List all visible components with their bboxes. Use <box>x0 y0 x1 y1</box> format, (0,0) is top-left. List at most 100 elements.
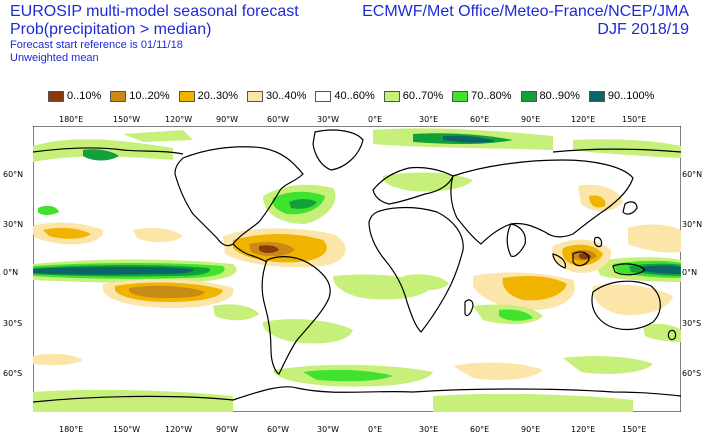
lon-label-bottom: 90°W <box>216 425 239 434</box>
lon-label-top: 150°W <box>113 115 141 124</box>
coastlines <box>33 129 681 403</box>
lon-label-top: 90°W <box>216 115 239 124</box>
coast-europe <box>372 166 454 205</box>
coast-north-america <box>174 146 304 247</box>
legend-item: 40..60% <box>315 90 375 102</box>
fill-region <box>33 389 233 412</box>
coast-africa <box>368 206 464 333</box>
fill-region <box>129 285 205 298</box>
lat-label-left: 60°S <box>3 369 23 378</box>
legend-label: 90..100% <box>607 90 655 102</box>
header-left: EUROSIP multi-model seasonal forecast Pr… <box>10 3 299 65</box>
legend-item: 80..90% <box>520 90 580 102</box>
lon-label-top: 90°E <box>521 115 541 124</box>
fill-region <box>403 274 449 291</box>
legend-label: 70..80% <box>471 90 512 102</box>
lat-label-left: 60°N <box>3 170 24 179</box>
fill-region <box>433 393 633 412</box>
lon-label-bottom: 90°E <box>521 425 541 434</box>
fill-region <box>641 265 681 274</box>
lat-label-right: 30°S <box>682 319 702 328</box>
coast-philippines <box>593 236 603 248</box>
legend-swatch <box>315 90 332 102</box>
fill-region <box>303 369 393 382</box>
lat-label-left: 30°S <box>3 319 23 328</box>
lat-label-right: 60°N <box>682 170 703 179</box>
coast-antarctica <box>33 386 681 403</box>
legend-label: 20..30% <box>197 90 238 102</box>
lon-label-bottom: 120°E <box>571 425 596 434</box>
fill-region <box>563 356 653 374</box>
season: DJF 2018/19 <box>597 21 689 38</box>
fill-region <box>589 195 606 208</box>
coast-arctic <box>33 147 184 155</box>
fill-region <box>123 130 193 142</box>
fill-region <box>33 266 194 275</box>
lon-label-top: 60°E <box>470 115 490 124</box>
lat-label-left: 0°N <box>3 268 19 277</box>
legend-item: 30..40% <box>247 90 306 102</box>
lon-label-top: 30°E <box>419 115 439 124</box>
legend-label: 30..40% <box>266 90 307 102</box>
legend-label: 0..10% <box>67 90 102 102</box>
fill-region <box>453 362 543 380</box>
lon-label-bottom: 30°E <box>419 425 439 434</box>
fill-region <box>499 309 533 321</box>
coast-greenland <box>312 129 364 171</box>
fill-region <box>43 227 91 239</box>
legend-item: 20..30% <box>178 90 238 102</box>
lon-label-top: 60°W <box>267 115 290 124</box>
header-right: ECMWF/Met Office/Meteo-France/NCEP/JMA D… <box>362 3 689 39</box>
lon-label-bottom: 30°W <box>317 425 340 434</box>
coast-central-america <box>232 243 268 263</box>
legend-swatch <box>48 90 64 102</box>
fill-region <box>443 135 495 143</box>
legend-swatch <box>247 90 263 102</box>
lon-label-bottom: 150°E <box>622 425 647 434</box>
lat-label-right: 60°S <box>682 369 702 378</box>
start-reference: Forecast start reference is 01/11/18 <box>10 39 183 51</box>
fill-region <box>83 149 119 161</box>
chart-subtitle: Prob(precipitation > median) <box>10 21 212 38</box>
coast-new-guinea <box>612 263 646 276</box>
legend-label: 10..20% <box>129 90 170 102</box>
legend-swatch <box>588 90 605 102</box>
coast-india <box>506 223 526 257</box>
fill-region <box>643 323 681 342</box>
coast-sumatra <box>552 253 566 269</box>
coast-asia <box>450 159 634 245</box>
legend-swatch <box>178 90 195 102</box>
chart-title: EUROSIP multi-model seasonal forecast <box>10 3 299 20</box>
lon-label-top: 0°E <box>368 115 383 124</box>
coast-arctic-asia <box>552 148 681 153</box>
mean-type: Unweighted mean <box>10 52 99 64</box>
probability-fills <box>33 128 681 412</box>
legend-swatch <box>520 90 537 102</box>
lat-label-right: 0°N <box>682 268 698 277</box>
coast-south-america <box>261 256 331 375</box>
legend-label: 60..70% <box>402 90 444 102</box>
coast-new-zealand <box>667 329 677 341</box>
legend-item: 0..10% <box>48 90 101 102</box>
fill-region <box>133 228 183 243</box>
coast-madagascar <box>464 299 474 317</box>
lon-label-top: 30°W <box>317 115 340 124</box>
fill-region <box>592 284 673 316</box>
lon-label-bottom: 120°W <box>165 425 193 434</box>
coast-australia <box>591 280 661 331</box>
fill-region <box>502 276 567 301</box>
lon-label-bottom: 60°E <box>470 425 490 434</box>
legend-swatch <box>452 90 469 102</box>
legend-item: 10..20% <box>110 90 170 102</box>
fill-region <box>259 245 279 253</box>
legend-item: 70..80% <box>452 90 512 102</box>
lon-label-top: 180°E <box>59 115 84 124</box>
lon-label-top: 150°E <box>622 115 647 124</box>
lon-label-bottom: 60°W <box>267 425 290 434</box>
fill-region <box>628 224 681 253</box>
lat-label-right: 30°N <box>682 220 703 229</box>
lat-label-left: 30°N <box>3 220 24 229</box>
legend-item: 60..70% <box>383 90 444 102</box>
legend-swatch <box>383 90 400 102</box>
providers: ECMWF/Met Office/Meteo-France/NCEP/JMA <box>362 3 689 20</box>
